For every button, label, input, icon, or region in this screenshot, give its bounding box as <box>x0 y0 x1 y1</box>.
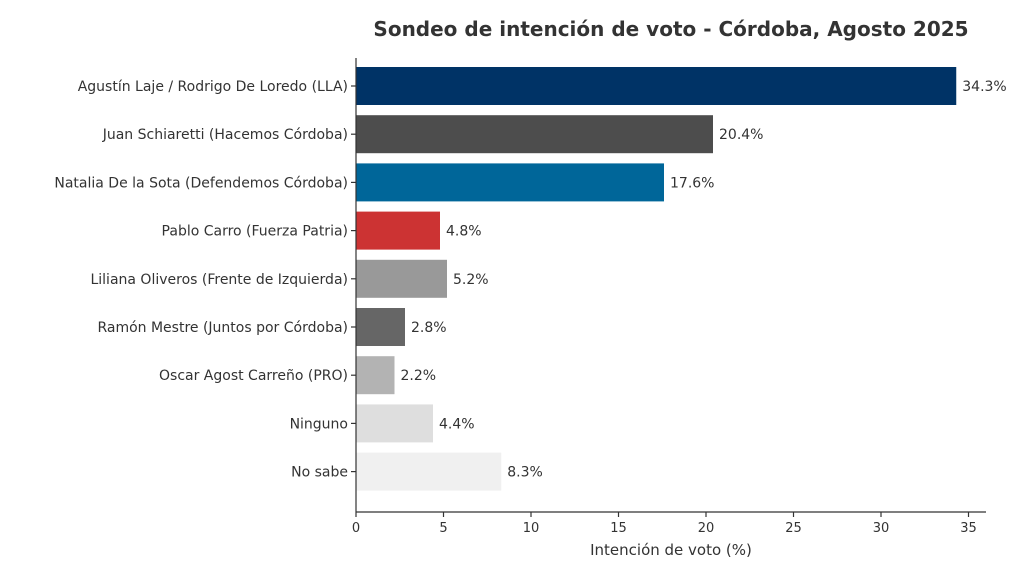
x-axis-label: Intención de voto (%) <box>590 541 752 559</box>
value-label: 20.4% <box>719 127 763 143</box>
value-label: 4.4% <box>439 416 475 432</box>
value-label: 5.2% <box>453 272 489 288</box>
category-labels: Agustín Laje / Rodrigo De Loredo (LLA) Ju… <box>54 79 356 481</box>
bar-1 <box>356 115 713 154</box>
x-tick-label: 0 <box>352 521 360 536</box>
x-tick-label: 10 <box>523 521 540 536</box>
bar-6 <box>356 356 395 395</box>
x-axis: 0 5 10 15 20 25 30 35 <box>352 58 986 536</box>
x-tick-label: 25 <box>785 521 802 536</box>
category-label: Agustín Laje / Rodrigo De Loredo (LLA) <box>78 79 348 95</box>
value-labels: 34.3% 20.4% 17.6% 4.8% 5.2% 2.8% 2.2% 4.4% 8.3% <box>401 79 1007 481</box>
value-label: 4.8% <box>446 224 482 240</box>
value-label: 34.3% <box>962 79 1006 95</box>
x-tick-label: 15 <box>610 521 627 536</box>
chart-title: Sondeo de intención de voto - Córdoba, A… <box>373 17 968 41</box>
bar-0 <box>356 67 957 105</box>
bar-3 <box>356 211 440 250</box>
x-tick-label: 30 <box>873 521 890 536</box>
category-label: Oscar Agost Carreño (PRO) <box>159 368 348 384</box>
category-label: Pablo Carro (Fuerza Patria) <box>162 224 348 240</box>
category-label: Ninguno <box>290 416 348 432</box>
bar-5 <box>356 308 405 346</box>
x-tick-label: 20 <box>698 521 715 536</box>
value-label: 8.3% <box>507 465 543 481</box>
category-label: Liliana Oliveros (Frente de Izquierda) <box>90 272 348 288</box>
bar-7 <box>356 404 433 443</box>
bars-group <box>356 67 957 491</box>
value-label: 2.8% <box>411 320 447 336</box>
bar-8 <box>356 452 502 491</box>
x-tick-label: 5 <box>439 521 447 536</box>
category-label: Natalia De la Sota (Defendemos Córdoba) <box>54 175 348 191</box>
category-label: Ramón Mestre (Juntos por Córdoba) <box>97 320 348 336</box>
value-label: 17.6% <box>670 175 714 191</box>
category-label: No sabe <box>291 465 348 481</box>
bar-4 <box>356 259 447 298</box>
x-tick-label: 35 <box>960 521 977 536</box>
bar-2 <box>356 163 664 202</box>
category-label: Juan Schiaretti (Hacemos Córdoba) <box>102 127 348 143</box>
value-label: 2.2% <box>401 368 437 384</box>
